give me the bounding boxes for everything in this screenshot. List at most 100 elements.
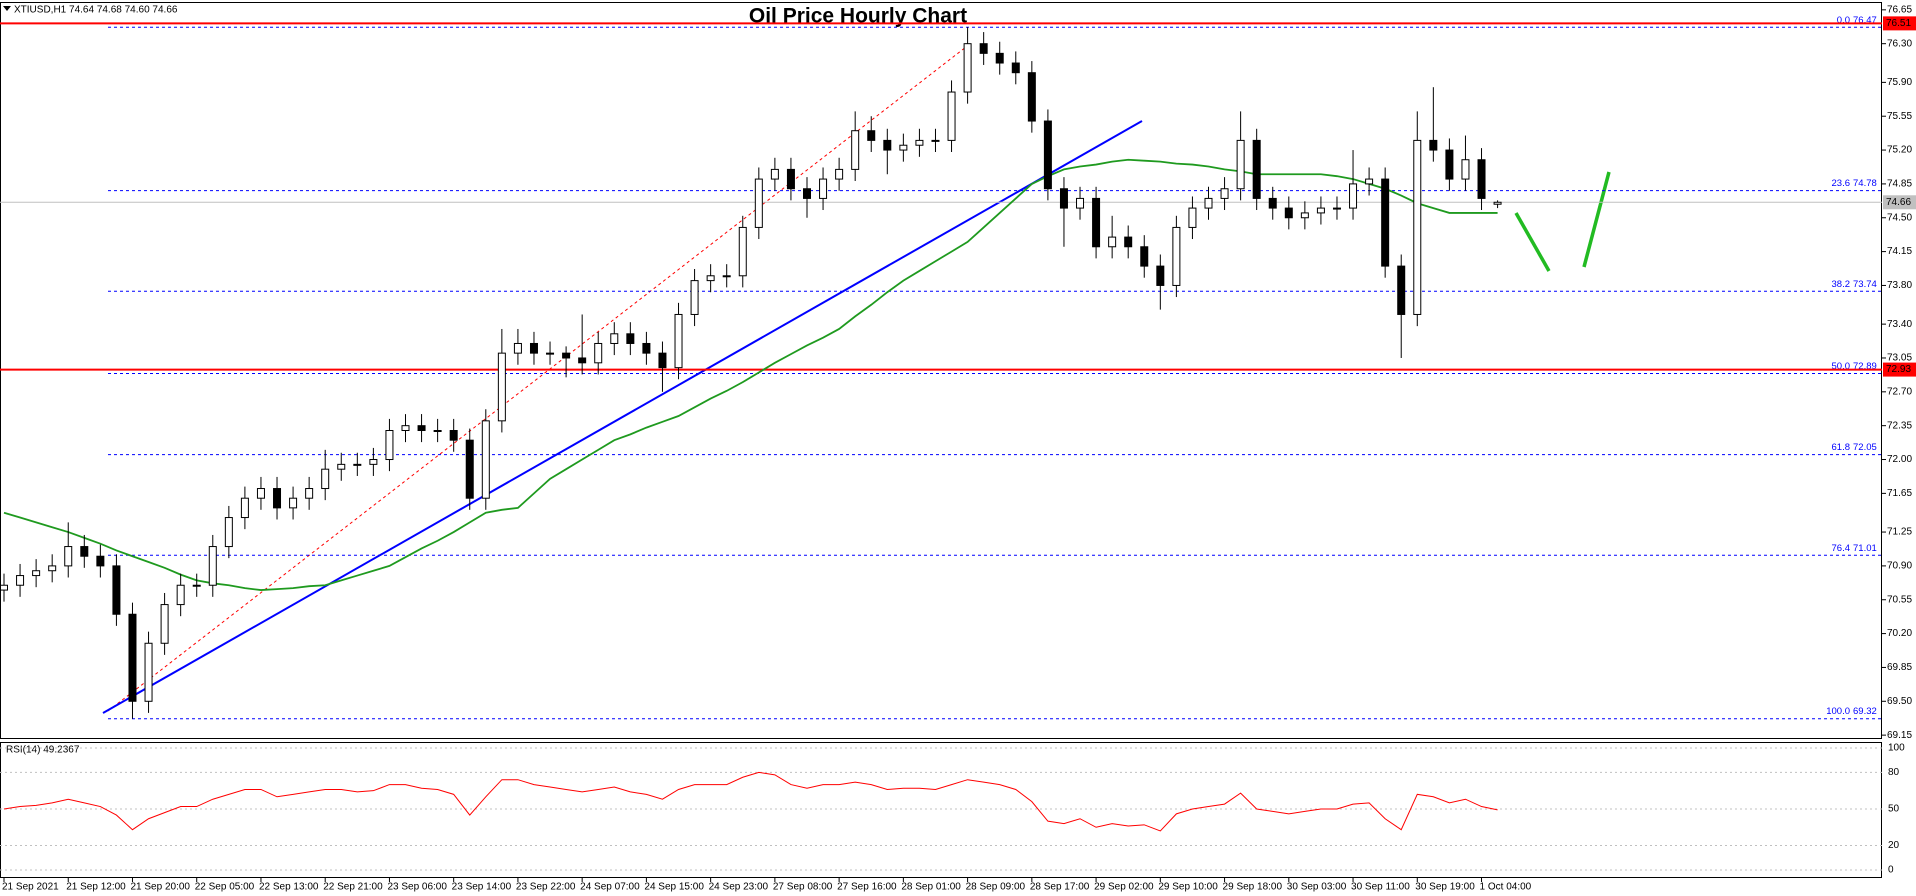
candle-body <box>96 555 105 567</box>
candle-body <box>706 275 715 282</box>
candle-body <box>931 139 940 142</box>
candle-body <box>915 139 924 146</box>
candle-body <box>658 352 667 369</box>
candle-body <box>1059 188 1068 209</box>
x-tick-label: 27 Sep 08:00 <box>773 882 833 893</box>
x-tick-label: 28 Sep 17:00 <box>1030 882 1090 893</box>
y-tick-label: 69.50 <box>1887 696 1912 707</box>
candle-body <box>64 546 73 567</box>
candle-body <box>867 130 876 141</box>
candle-body <box>353 463 362 466</box>
candle-body <box>1445 149 1454 180</box>
candle-body <box>1043 120 1052 190</box>
candle-body <box>1381 178 1390 267</box>
candle-body <box>546 352 555 355</box>
candle-body <box>803 188 811 199</box>
symbol-info: XTIUSD,H1 74.64 74.68 74.60 74.66 <box>14 5 178 16</box>
candle-body <box>1461 159 1470 180</box>
x-tick-label: 28 Sep 01:00 <box>901 882 961 893</box>
fib-ratio: 100.0 <box>1826 706 1850 717</box>
candle-body <box>529 342 538 354</box>
candle-body <box>369 459 378 465</box>
candle-body <box>819 178 828 199</box>
x-tick-label: 24 Sep 15:00 <box>644 882 704 893</box>
candle-body <box>497 352 506 422</box>
fib-ratio: 38.2 <box>1832 279 1851 290</box>
fib-anchor-line <box>107 46 967 712</box>
x-tick-label: 23 Sep 22:00 <box>516 882 576 893</box>
candle-body <box>1316 207 1325 214</box>
y-tick-label: 70.90 <box>1887 561 1912 572</box>
candle-body <box>1236 139 1245 190</box>
candle-body <box>417 425 426 432</box>
candle-body <box>1332 207 1341 210</box>
candle-body <box>16 575 25 586</box>
y-tick-label: 69.15 <box>1887 730 1912 741</box>
candle-body <box>1429 139 1438 151</box>
candle-body <box>562 352 571 359</box>
candle-body <box>979 43 988 54</box>
candle-body <box>481 420 490 499</box>
fib-ratio: 0.0 <box>1837 15 1850 26</box>
price-box-label: 76.51 <box>1886 18 1911 29</box>
candle-body <box>337 463 346 470</box>
x-tick-label: 30 Sep 19:00 <box>1415 882 1475 893</box>
candle-body <box>690 280 699 315</box>
candle-body <box>610 333 619 344</box>
y-tick-label: 80 <box>1888 767 1900 778</box>
candle-body <box>385 430 394 461</box>
fib-price: 69.32 <box>1853 706 1877 717</box>
x-tick-label: 29 Sep 02:00 <box>1094 882 1154 893</box>
candle-body <box>208 546 217 586</box>
fib-price: 74.78 <box>1853 178 1877 189</box>
candle-body <box>963 43 972 93</box>
candle-body <box>176 584 185 606</box>
x-tick-label: 24 Sep 07:00 <box>580 882 640 893</box>
y-tick-label: 74.50 <box>1887 212 1912 223</box>
candle-body <box>305 488 314 499</box>
candle-body <box>995 52 1004 64</box>
y-tick-label: 70.20 <box>1887 628 1912 639</box>
y-tick-label: 74.85 <box>1887 179 1912 190</box>
y-tick-label: 20 <box>1888 840 1900 851</box>
fib-ratio: 23.6 <box>1832 178 1851 189</box>
candle-body <box>883 139 892 151</box>
candle-body <box>626 333 635 344</box>
candle-body <box>1300 212 1309 219</box>
fib-price: 73.74 <box>1853 279 1877 290</box>
candle-body <box>722 275 731 278</box>
y-tick-label: 71.65 <box>1887 488 1912 499</box>
y-tick-label: 0 <box>1888 865 1894 876</box>
candle-body <box>1156 265 1165 286</box>
candle-body <box>289 497 298 509</box>
moving-average <box>3 158 1498 591</box>
annotations <box>102 46 1611 714</box>
x-tick-label: 21 Sep 20:00 <box>130 882 190 893</box>
candle-body <box>321 468 330 490</box>
x-tick-label: 22 Sep 21:00 <box>323 882 383 893</box>
candle-body <box>112 565 121 615</box>
fib-ratio: 61.8 <box>1832 442 1851 453</box>
y-tick-label: 74.15 <box>1887 246 1912 257</box>
candle-body <box>1124 236 1133 248</box>
candle-body <box>835 168 844 180</box>
y-tick-label: 69.85 <box>1887 662 1912 673</box>
x-tick-label: 30 Sep 03:00 <box>1287 882 1347 893</box>
x-tick-label: 23 Sep 14:00 <box>452 882 512 893</box>
x-tick-label: 21 Sep 2021 <box>2 882 59 893</box>
y-tick-label: 72.35 <box>1887 420 1912 431</box>
price-box-label: 74.66 <box>1886 197 1911 208</box>
candle-body <box>1365 178 1374 185</box>
candle-body <box>1011 62 1020 74</box>
y-tick-label: 76.65 <box>1887 4 1912 15</box>
y-tick-label: 72.00 <box>1887 454 1912 465</box>
y-tick-label: 100 <box>1888 743 1905 754</box>
candle-body <box>1349 183 1358 209</box>
y-tick-label: 75.90 <box>1887 77 1912 88</box>
candle-body <box>770 168 779 180</box>
candle-body <box>1204 197 1213 209</box>
forecast-up <box>1582 171 1611 268</box>
y-tick-label: 71.25 <box>1887 527 1912 538</box>
candle-body <box>1188 207 1197 228</box>
candle-body <box>1220 188 1229 199</box>
